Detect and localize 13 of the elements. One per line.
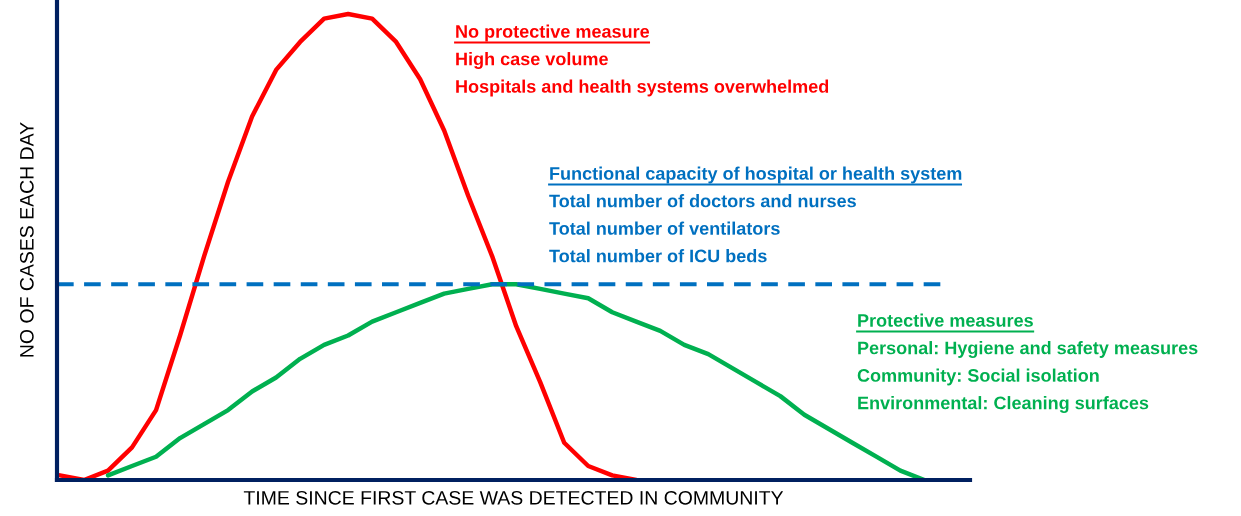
annotation: Hospitals and health systems overwhelmed	[456, 79, 829, 97]
annotation: High case volume	[456, 52, 608, 69]
ref-line-label: Functional capacity of hospital or health system	[550, 166, 962, 184]
annotation: Total number of ventilators	[549, 221, 780, 235]
text: No protective measure	[456, 24, 650, 42]
y-axis-title: NO OF CASES EACH DAY	[19, 122, 34, 357]
annotation: Total number of ICU beds	[549, 249, 767, 263]
annotation: Environmental: Cleaning surfaces	[858, 396, 1149, 413]
annotation: Total number of doctors and nurses	[549, 194, 856, 208]
x-axis-title: TIME SINCE FIRST CASE WAS DETECTED IN COMMUNITY	[243, 490, 784, 505]
annotation: Community: Social isolation	[857, 368, 1099, 386]
text: Protective measures	[858, 313, 1033, 327]
annotation: Personal: Hygiene and safety measures	[858, 341, 1198, 358]
